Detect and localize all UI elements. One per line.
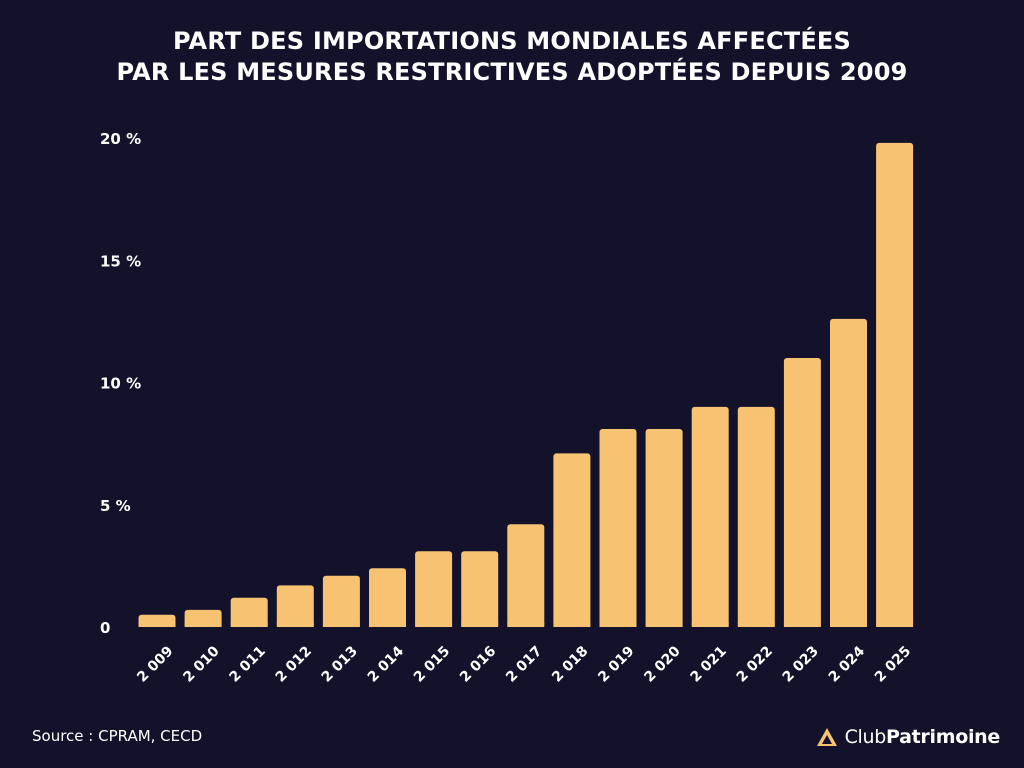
y-tick-label: 15 % [100, 252, 141, 270]
bar-base-2010 [184, 623, 222, 627]
bar-2018 [553, 453, 591, 627]
x-tick-label: 2 021 [687, 643, 729, 685]
bar-base-2012 [276, 623, 314, 627]
chart-title-line-2: PAR LES MESURES RESTRICTIVES ADOPTÉES DE… [116, 58, 908, 86]
x-tick-label: 2 016 [457, 643, 499, 685]
triangle-logo-icon [816, 728, 837, 746]
y-tick-label: 0 [100, 619, 110, 637]
chart-title-line-1: PART DES IMPORTATIONS MONDIALES AFFECTÉE… [172, 27, 852, 55]
y-tick-label: 5 % [100, 497, 131, 515]
bar-2021 [691, 406, 729, 627]
bar-base-2015 [415, 623, 453, 627]
x-tick-label: 2 024 [826, 643, 868, 685]
bar-base-2014 [369, 623, 406, 627]
x-tick-label: 2 023 [780, 643, 822, 685]
brand-name-bold: Patrimoine [886, 726, 1000, 748]
bar-base-2024 [830, 623, 867, 627]
bar-base-2016 [461, 623, 499, 627]
bar-base-2019 [599, 623, 637, 627]
brand-logo-block: Club Patrimoine [816, 726, 1000, 748]
x-tick-label: 2 013 [319, 643, 361, 685]
bar-base-2011 [230, 623, 268, 627]
bar-2025 [876, 142, 914, 627]
bar-2022 [737, 406, 775, 627]
bar-2011 [230, 597, 268, 627]
y-axis-tick-labels: 0 5 % 10 % 15 % 20 % [100, 130, 141, 637]
bar-2023 [783, 358, 821, 627]
bar-2017 [507, 524, 545, 627]
bar-base-2020 [645, 623, 683, 627]
x-axis-tick-labels: 2 009 2 010 2 011 2 012 2 013 2 014 2 015 2 016… [134, 643, 914, 685]
bar-base-2018 [553, 623, 591, 627]
bar-base-2013 [322, 623, 360, 627]
bar-2019 [599, 429, 637, 627]
x-tick-label: 2 012 [273, 643, 315, 685]
source-note: Source : CPRAM, CECD [32, 727, 203, 745]
bars-group [138, 142, 914, 627]
y-tick-label: 20 % [100, 130, 141, 148]
x-tick-label: 2 020 [641, 643, 683, 685]
x-tick-label: 2 011 [226, 643, 268, 685]
bar-base-2023 [783, 623, 821, 627]
bar-base-2022 [737, 623, 775, 627]
x-tick-label: 2 018 [549, 643, 591, 685]
x-tick-label: 2 025 [872, 643, 914, 685]
bar-2012 [276, 585, 314, 627]
x-tick-label: 2 010 [180, 643, 222, 685]
x-tick-label: 2 015 [411, 643, 453, 685]
x-tick-label: 2 019 [595, 643, 637, 685]
x-tick-label: 2 009 [134, 643, 176, 685]
brand-name-light: Club [844, 726, 887, 748]
bar-2014 [369, 568, 406, 627]
bar-2013 [322, 575, 360, 627]
bar-base-2009 [138, 623, 176, 627]
bar-2024 [830, 318, 867, 627]
y-tick-label: 10 % [100, 375, 141, 393]
x-tick-label: 2 017 [503, 643, 545, 685]
x-tick-label: 2 022 [734, 643, 776, 685]
bar-2016 [461, 551, 499, 627]
bar-base-2021 [691, 623, 729, 627]
bar-base-2017 [507, 623, 545, 627]
bar-base-2025 [876, 623, 914, 627]
bar-2010 [184, 609, 222, 627]
bar-2020 [645, 429, 683, 627]
chart-title: PART DES IMPORTATIONS MONDIALES AFFECTÉE… [0, 26, 1024, 88]
x-tick-label: 2 014 [365, 643, 407, 685]
bar-2015 [415, 551, 453, 627]
